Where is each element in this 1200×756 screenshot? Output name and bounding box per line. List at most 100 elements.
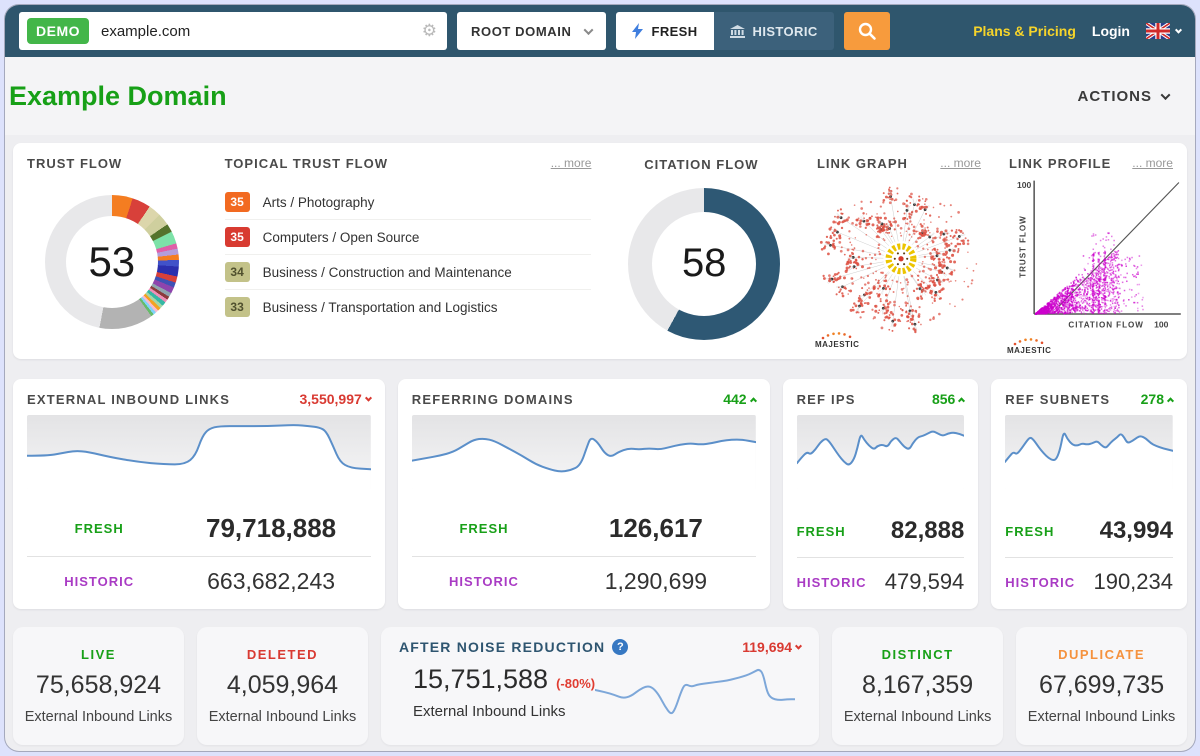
fresh-value: 79,718,888 (206, 513, 337, 543)
distinct-caption: External Inbound Links (843, 709, 992, 725)
historic-label: HISTORIC (449, 574, 519, 589)
topic-score-badge: 34 (224, 262, 250, 282)
fresh-label: FRESH (74, 521, 124, 536)
historic-value: 479,594 (884, 569, 965, 594)
citation-flow-section: CITATION FLOW 58 (605, 143, 803, 359)
link-graph-more-link[interactable]: ... more (940, 156, 981, 170)
actions-menu-button[interactable]: ACTIONS (1077, 87, 1171, 105)
historic-label: HISTORIC (1005, 574, 1076, 590)
delta-value[interactable]: 278 (1141, 391, 1175, 407)
domain-search-box: DEMO ⚙ (19, 12, 447, 50)
historic-index-tab[interactable]: HISTORIC (713, 12, 834, 50)
citation-flow-donut-chart[interactable]: 58 (628, 187, 781, 340)
noise-reduction-value: 15,751,588 (412, 664, 549, 694)
card-title: REF SUBNETS (1005, 391, 1111, 407)
card-title: REFERRING DOMAINS (411, 391, 574, 407)
noise-reduction-caption: External Inbound Links (412, 703, 566, 720)
topic-score-badge: 35 (224, 192, 250, 212)
trend-chart[interactable] (796, 415, 965, 489)
duplicate-label: DUPLICATE (1058, 647, 1146, 662)
chevron-up-icon (749, 396, 757, 404)
delta-value[interactable]: 119,694 (742, 639, 803, 655)
list-item[interactable]: 33 Business / Transportation and Logisti… (224, 290, 592, 324)
citation-flow-score: 58 (652, 211, 757, 316)
card-title: EXTERNAL INBOUND LINKS (27, 391, 231, 407)
delta-value[interactable]: 856 (932, 391, 966, 407)
historic-label: HISTORIC (796, 574, 867, 590)
majestic-brand-text: MAJESTIC (1006, 346, 1052, 355)
live-caption: External Inbound Links (24, 709, 173, 725)
live-links-card: LIVE 75,658,924 External Inbound Links (13, 627, 184, 745)
majestic-arc-icon (1013, 338, 1044, 346)
deleted-links-card: DELETED 4,059,964 External Inbound Links (196, 627, 368, 745)
page-title: Example Domain (9, 80, 227, 111)
majestic-arc-icon (821, 332, 852, 340)
fresh-index-tab[interactable]: FRESH (616, 12, 714, 50)
actions-label: ACTIONS (1077, 87, 1152, 105)
live-label: LIVE (81, 647, 116, 662)
link-graph-title: LINK GRAPH (816, 156, 908, 171)
root-domain-dropdown[interactable]: ROOT DOMAIN (457, 12, 607, 50)
duplicate-caption: External Inbound Links (1027, 709, 1176, 725)
live-value: 75,658,924 (35, 671, 162, 699)
distinct-value: 8,167,359 (861, 671, 974, 699)
noise-trend-sparkline[interactable] (595, 661, 795, 723)
link-profile-scatter-plot[interactable]: 100 TRUST FLOW CITATION FLOW 100 (1009, 173, 1185, 333)
trend-chart[interactable] (27, 415, 371, 489)
duplicate-links-card: DUPLICATE 67,699,735 External Inbound Li… (1016, 627, 1188, 745)
fresh-tab-label: FRESH (651, 23, 698, 39)
link-graph-visualization[interactable] (817, 173, 985, 341)
y-axis-label: TRUST FLOW (1019, 215, 1028, 277)
topic-label: Business / Transportation and Logistics (262, 299, 498, 315)
topic-label: Arts / Photography (262, 194, 375, 210)
chevron-down-icon (584, 24, 594, 35)
trust-flow-section: TRUST FLOW 53 (13, 143, 211, 359)
trust-flow-score: 53 (65, 216, 158, 308)
referring-domains-card: REFERRING DOMAINS 442 FRESH 126,617 HIST… (397, 379, 770, 609)
scatter-points (1035, 232, 1144, 315)
list-item[interactable]: 35 Arts / Photography (224, 185, 592, 220)
x-axis-max-label: 100 (1154, 319, 1169, 329)
x-axis-label: CITATION FLOW (1068, 320, 1143, 329)
delta-value[interactable]: 3,550,997 (300, 391, 372, 407)
fresh-value: 126,617 (608, 513, 703, 543)
domain-search-input[interactable] (101, 22, 422, 40)
link-graph-section: LINK GRAPH ... more MAJESTIC (803, 143, 995, 359)
topical-more-link[interactable]: ... more (550, 156, 592, 170)
deleted-label: DELETED (246, 647, 319, 662)
language-selector[interactable] (1146, 23, 1183, 39)
top-navigation-bar: DEMO ⚙ ROOT DOMAIN FRESH HISTORIC (5, 5, 1195, 57)
search-button[interactable] (843, 12, 890, 50)
bank-icon (729, 24, 745, 38)
list-item[interactable]: 35 Computers / Open Source (224, 220, 592, 255)
link-summary-cards: LIVE 75,658,924 External Inbound Links D… (13, 627, 1188, 745)
trust-flow-donut-chart[interactable]: 53 (44, 195, 179, 329)
trend-chart[interactable] (411, 415, 756, 489)
chevron-up-icon (958, 396, 966, 404)
link-profile-section: LINK PROFILE ... more 100 TRUST FLOW CIT… (995, 143, 1187, 359)
dashboard-content: TRUST FLOW 53 TOPICAL TRUST FLOW ... mor… (5, 135, 1195, 745)
distinct-label: DISTINCT (881, 647, 954, 662)
topic-score-badge: 35 (224, 227, 250, 247)
majestic-dashboard: DEMO ⚙ ROOT DOMAIN FRESH HISTORIC (5, 5, 1195, 751)
deleted-value: 4,059,964 (226, 671, 339, 699)
list-item[interactable]: 34 Business / Construction and Maintenan… (224, 255, 592, 290)
fresh-label: FRESH (1005, 523, 1055, 539)
trend-chart[interactable] (1005, 415, 1173, 489)
topic-score-badge: 33 (224, 297, 250, 317)
magnifier-icon (858, 22, 876, 40)
link-profile-more-link[interactable]: ... more (1132, 156, 1173, 170)
fresh-label: FRESH (459, 521, 509, 536)
topical-trust-flow-section: TOPICAL TRUST FLOW ... more 35 Arts / Ph… (211, 143, 606, 359)
historic-value: 663,682,243 (207, 568, 336, 594)
delta-value[interactable]: 442 (723, 391, 757, 407)
historic-label: HISTORIC (64, 574, 135, 589)
uk-flag-icon (1146, 23, 1170, 39)
search-settings-gear-icon[interactable]: ⚙ (421, 21, 437, 40)
fresh-value: 43,994 (1099, 517, 1173, 544)
login-link[interactable]: Login (1091, 23, 1130, 39)
title-bar: Example Domain ACTIONS (5, 57, 1195, 135)
lightning-bolt-icon (632, 23, 644, 39)
help-icon[interactable]: ? (612, 639, 629, 655)
plans-pricing-link[interactable]: Plans & Pricing (973, 23, 1076, 39)
